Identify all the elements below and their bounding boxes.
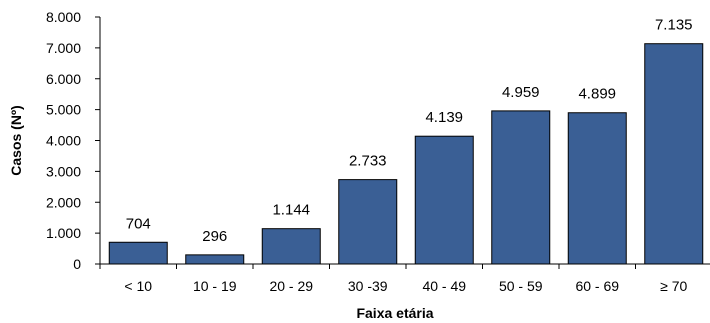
data-label: 1.144	[272, 202, 310, 219]
bar	[644, 43, 704, 265]
y-tick-label: 8.000	[46, 9, 81, 25]
data-label: 7.135	[655, 17, 693, 34]
bar	[414, 135, 474, 265]
bar	[261, 228, 321, 265]
x-tick-label: 50 - 59	[499, 278, 543, 294]
x-tick-label: < 10	[124, 278, 152, 294]
y-tick-label: 2.000	[46, 194, 81, 210]
data-label: 2.733	[349, 153, 387, 170]
data-label: 4.899	[578, 86, 616, 103]
x-tick-label: 20 - 29	[269, 278, 313, 294]
x-tick-label: 30 -39	[348, 278, 388, 294]
bar	[108, 241, 168, 265]
bar	[338, 179, 398, 265]
data-label: 4.139	[425, 109, 463, 126]
x-tick-label: ≥ 70	[660, 278, 687, 294]
x-axis-title: Faixa etária	[356, 305, 433, 321]
x-tick-label: 40 - 49	[422, 278, 466, 294]
data-label: 296	[202, 228, 227, 245]
data-label: 4.959	[502, 84, 540, 101]
bar	[491, 110, 551, 265]
y-axis-ticks: 0 1.000 2.000 3.000 4.000 5.000 6.000 7.000 8.00…	[46, 9, 100, 272]
y-tick-label: 5.000	[46, 102, 81, 118]
data-label: 704	[126, 215, 151, 232]
y-tick-label: 0	[73, 256, 81, 272]
y-tick-label: 7.000	[46, 40, 81, 56]
y-tick-label: 1.000	[46, 225, 81, 241]
bar	[567, 112, 627, 265]
x-axis-ticks: < 10 10 - 19 20 - 29 30 -39 40 - 49 50 - 59 60…	[99, 264, 688, 294]
y-tick-label: 6.000	[46, 71, 81, 87]
y-axis-title: Casos (Nº)	[8, 105, 24, 175]
y-tick-label: 3.000	[46, 163, 81, 179]
y-tick-label: 4.000	[46, 133, 81, 149]
x-tick-label: 10 - 19	[193, 278, 237, 294]
x-tick-label: 60 - 69	[575, 278, 619, 294]
bars: 704 296 1.144 2.733 4.139 4.959 4.899 7.135	[108, 17, 704, 265]
bar	[185, 254, 245, 265]
